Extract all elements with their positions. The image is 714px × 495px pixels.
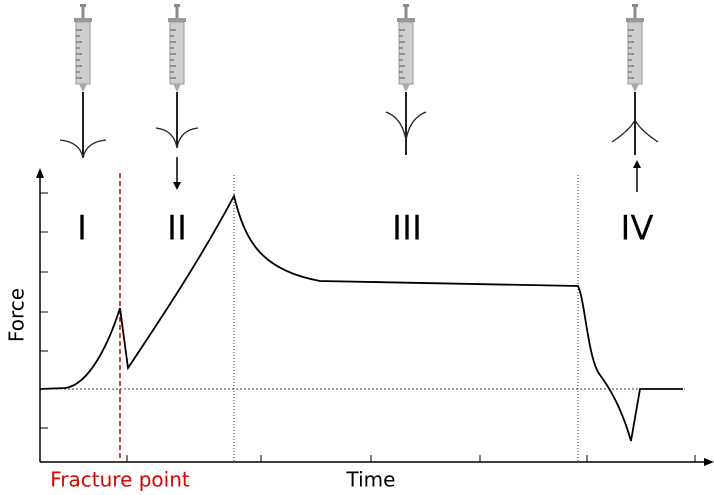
fracture-label: Fracture point <box>50 468 190 492</box>
y-axis-label: Force <box>5 288 29 342</box>
force-curve <box>39 193 683 442</box>
syringes <box>59 2 659 192</box>
phase-label: III <box>392 209 422 249</box>
guides <box>40 173 685 462</box>
axes <box>39 176 706 463</box>
phase-label: IV <box>620 209 653 249</box>
phase-label: I <box>77 209 87 249</box>
phase-label: II <box>167 209 187 249</box>
x-axis-label: Time <box>346 468 396 492</box>
